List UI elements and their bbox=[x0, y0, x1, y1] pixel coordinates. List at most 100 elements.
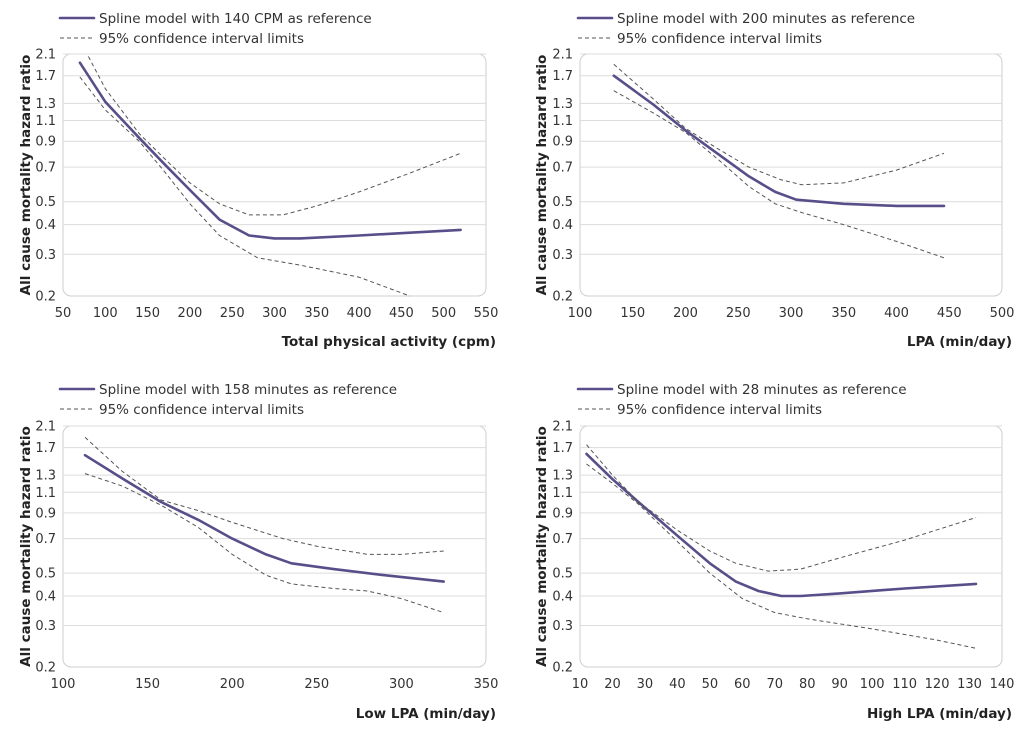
legend-label-model: Spline model with 158 minutes as referen… bbox=[99, 382, 397, 398]
lower-ci-line bbox=[613, 90, 945, 259]
x-tick-label: 120 bbox=[925, 677, 950, 692]
x-tick-label: 60 bbox=[734, 677, 751, 692]
upper-ci-line bbox=[87, 56, 461, 216]
lower-ci-line bbox=[79, 76, 411, 297]
x-tick-label: 250 bbox=[304, 677, 329, 692]
y-tick-label: 1.1 bbox=[35, 486, 56, 501]
y-tick-label: 0.4 bbox=[552, 589, 573, 604]
x-tick-label: 150 bbox=[620, 306, 645, 321]
y-axis-label: All cause mortality hazard ratio bbox=[534, 426, 550, 667]
legend: Spline model with 28 minutes as referenc… bbox=[576, 382, 907, 418]
y-tick-label: 0.2 bbox=[552, 290, 573, 305]
x-tick-label: 130 bbox=[957, 677, 982, 692]
y-axis-label: All cause mortality hazard ratio bbox=[18, 55, 34, 296]
chart-panel-2: 0.2 0.3 0.4 0.5 0.7 0.9 1.1 1.3 1.7 2.1 100 150 200 2… bbox=[534, 11, 1014, 350]
y-tick-label: 0.2 bbox=[35, 661, 56, 676]
y-tick-label: 1.7 bbox=[552, 69, 573, 84]
y-tick-label: 2.1 bbox=[552, 48, 573, 63]
chart-panel-3: 0.2 0.3 0.4 0.5 0.7 0.9 1.1 1.3 1.7 2.1 100 150 200 2… bbox=[18, 382, 498, 722]
x-axis-label: High LPA (min/day) bbox=[867, 706, 1012, 722]
y-tick-label: 2.1 bbox=[35, 48, 56, 63]
x-tick-label: 10 bbox=[572, 677, 589, 692]
legend-label-ci: 95% confidence interval limits bbox=[99, 31, 304, 47]
y-tick-label: 1.7 bbox=[35, 69, 56, 84]
y-tick-label: 1.3 bbox=[552, 469, 573, 484]
y-tick-label: 0.9 bbox=[35, 135, 56, 150]
y-tick-label: 0.5 bbox=[552, 567, 573, 582]
y-tick-label: 1.3 bbox=[35, 469, 56, 484]
x-tick-label: 250 bbox=[726, 306, 751, 321]
y-tick-label: 0.7 bbox=[35, 161, 56, 176]
upper-ci-line bbox=[613, 63, 945, 186]
y-axis-label: All cause mortality hazard ratio bbox=[534, 55, 550, 296]
x-tick-label: 200 bbox=[673, 306, 698, 321]
x-tick-label: 150 bbox=[135, 306, 160, 321]
y-tick-label: 0.7 bbox=[552, 532, 573, 547]
x-tick-label: 300 bbox=[262, 306, 287, 321]
x-tick-label: 400 bbox=[884, 306, 909, 321]
spline-model-line bbox=[612, 74, 946, 208]
x-tick-label: 40 bbox=[669, 677, 686, 692]
y-tick-label: 0.9 bbox=[35, 506, 56, 521]
legend-label-model: Spline model with 28 minutes as referenc… bbox=[617, 382, 907, 398]
legend: Spline model with 200 minutes as referen… bbox=[576, 11, 915, 47]
plot-area bbox=[579, 425, 1003, 668]
x-tick-label: 100 bbox=[860, 677, 885, 692]
x-tick-label: 70 bbox=[766, 677, 783, 692]
y-tick-label: 1.7 bbox=[35, 441, 56, 456]
legend-label-model: Spline model with 140 CPM as reference bbox=[99, 11, 372, 27]
lower-ci-line bbox=[84, 473, 444, 614]
y-tick-label: 2.1 bbox=[552, 420, 573, 435]
y-tick-label: 1.1 bbox=[552, 486, 573, 501]
x-tick-label: 150 bbox=[135, 677, 160, 692]
x-tick-label: 200 bbox=[220, 677, 245, 692]
legend-label-model: Spline model with 200 minutes as referen… bbox=[617, 11, 915, 27]
legend-label-ci: 95% confidence interval limits bbox=[617, 402, 822, 418]
x-tick-label: 300 bbox=[389, 677, 414, 692]
upper-ci-line bbox=[586, 444, 977, 572]
y-tick-label: 1.3 bbox=[35, 97, 56, 112]
x-tick-label: 300 bbox=[779, 306, 804, 321]
x-tick-label: 450 bbox=[937, 306, 962, 321]
x-axis-label: Total physical activity (cpm) bbox=[282, 334, 496, 350]
y-tick-label: 0.2 bbox=[35, 290, 56, 305]
legend: Spline model with 158 minutes as referen… bbox=[58, 382, 397, 418]
x-tick-label: 350 bbox=[831, 306, 856, 321]
y-tick-label: 1.7 bbox=[552, 441, 573, 456]
y-tick-label: 0.3 bbox=[552, 619, 573, 634]
y-tick-label: 0.5 bbox=[35, 567, 56, 582]
lower-ci-line bbox=[586, 463, 977, 649]
y-axis-label: All cause mortality hazard ratio bbox=[18, 426, 34, 667]
x-tick-label: 350 bbox=[474, 677, 499, 692]
y-tick-label: 0.9 bbox=[552, 135, 573, 150]
y-tick-label: 1.1 bbox=[35, 114, 56, 129]
y-tick-label: 0.5 bbox=[552, 195, 573, 210]
spline-model-line bbox=[78, 61, 462, 240]
plot-area bbox=[62, 425, 487, 668]
legend-label-ci: 95% confidence interval limits bbox=[99, 402, 304, 418]
y-tick-label: 0.3 bbox=[35, 248, 56, 263]
x-tick-label: 100 bbox=[93, 306, 118, 321]
x-tick-label: 200 bbox=[177, 306, 202, 321]
x-tick-label: 250 bbox=[220, 306, 245, 321]
y-tick-label: 0.2 bbox=[552, 661, 573, 676]
upper-ci-line bbox=[84, 436, 444, 555]
y-tick-label: 0.3 bbox=[35, 619, 56, 634]
x-tick-label: 110 bbox=[892, 677, 917, 692]
x-tick-label: 50 bbox=[55, 306, 72, 321]
plot-area bbox=[62, 53, 487, 297]
x-tick-label: 400 bbox=[347, 306, 372, 321]
y-tick-label: 0.4 bbox=[35, 218, 56, 233]
y-tick-label: 2.1 bbox=[35, 420, 56, 435]
x-axis-label: Low LPA (min/day) bbox=[356, 706, 496, 722]
x-tick-label: 50 bbox=[702, 677, 719, 692]
legend: Spline model with 140 CPM as reference 95… bbox=[58, 11, 372, 47]
x-axis-label: LPA (min/day) bbox=[907, 334, 1012, 350]
y-tick-label: 1.1 bbox=[552, 114, 573, 129]
y-tick-label: 0.9 bbox=[552, 506, 573, 521]
x-tick-label: 500 bbox=[431, 306, 456, 321]
x-tick-label: 30 bbox=[637, 677, 654, 692]
y-tick-label: 0.5 bbox=[35, 195, 56, 210]
